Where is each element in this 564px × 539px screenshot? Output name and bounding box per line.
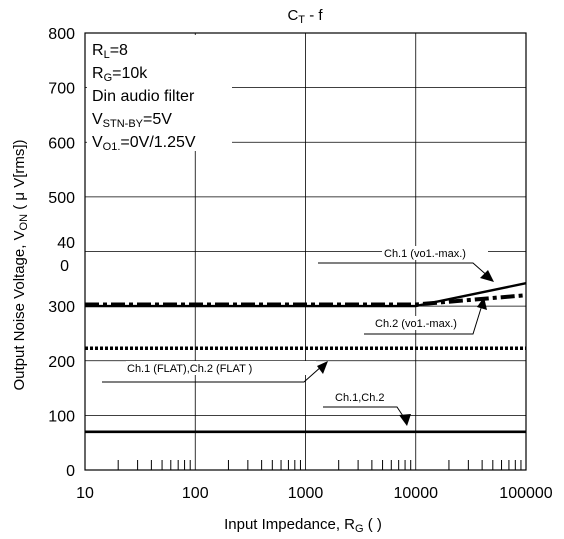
x-axis-label: Input Impedance, RG ( ): [224, 516, 382, 535]
y-tick-label: 700: [48, 81, 75, 98]
x-tick-labels: 10 100 1000 10000 100000: [76, 485, 553, 502]
leader-flat: [102, 365, 323, 383]
y-tick-label: 200: [48, 354, 75, 371]
y-tick-label-400-bottom: 0: [60, 258, 69, 275]
label-bg-ch1-max: [382, 246, 488, 260]
y-tick-label: 0: [66, 463, 75, 480]
condition-vo1: VO1.=0V/1.25V: [92, 134, 196, 153]
series-label-ch1-max: Ch.1 (vo1.-max.): [384, 248, 466, 260]
y-axis-label: Output Noise Voltage, VON ( μ V[rms]): [11, 139, 30, 390]
x-tick-label: 100000: [499, 485, 552, 502]
condition-filter: Din audio filter: [92, 88, 195, 105]
label-bg-ch12: [333, 390, 393, 404]
condition-vstn: VSTN-BY=5V: [92, 111, 172, 130]
y-tick-label: 300: [48, 299, 75, 316]
series-label-ch2-max: Ch.2 (vo1.-max.): [375, 318, 457, 330]
y-tick-label: 100: [48, 408, 75, 425]
x-tick-label: 10: [76, 485, 94, 502]
arrowhead-flat: [317, 361, 328, 374]
series-label-ch12: Ch.1,Ch.2: [335, 392, 385, 404]
condition-rl: RL=8: [92, 42, 128, 61]
series-line-1: [85, 293, 527, 307]
arrowhead-ch1-max: [480, 270, 494, 282]
series-lines: [85, 282, 527, 434]
label-bg-ch2-max: [373, 316, 477, 330]
chart-title: CT - f: [287, 7, 323, 26]
y-tick-label: 600: [48, 135, 75, 152]
x-tick-label: 1000: [288, 485, 324, 502]
leader-ch1-max: [318, 262, 491, 279]
y-tick-label: 800: [48, 26, 75, 43]
leader-ch12: [323, 406, 406, 420]
y-tick-label-400-top: 40: [57, 235, 75, 252]
arrowhead-ch12: [399, 414, 411, 426]
x-tick-label: 100: [182, 485, 209, 502]
plot-frame: [84, 32, 527, 471]
y-tick-label: 500: [48, 190, 75, 207]
y-tick-labels: 0 100 200 300 500 600 700 800: [48, 26, 75, 480]
x-tick-label: 10000: [394, 485, 439, 502]
conditions-box-bg: [87, 35, 232, 151]
series-label-flat: Ch.1 (FLAT),Ch.2 (FLAT ): [127, 363, 252, 375]
condition-rg: RG=10k: [92, 65, 148, 84]
leader-ch2-max: [364, 304, 483, 335]
arrowhead-ch2-max: [477, 297, 487, 310]
label-bg-flat: [126, 361, 316, 375]
